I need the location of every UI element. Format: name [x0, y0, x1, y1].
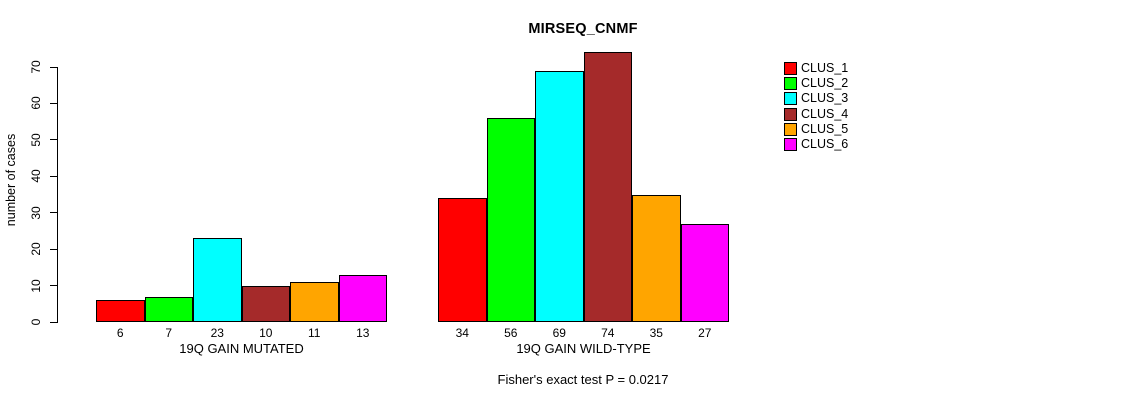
bar-value-label: 7 [165, 326, 173, 340]
legend-label: CLUS_1 [801, 61, 849, 76]
bar [438, 198, 487, 322]
bar [96, 300, 145, 322]
y-axis-tick-label: 60 [29, 96, 43, 111]
bar-value-label: 35 [649, 326, 663, 340]
bar [632, 194, 681, 322]
y-axis-line [57, 67, 58, 323]
legend-color-swatch [784, 62, 797, 76]
legend-item: CLUS_2 [784, 76, 848, 91]
bar [193, 238, 242, 322]
bar-value-label: 69 [552, 326, 566, 340]
legend-color-swatch [784, 92, 797, 106]
bar-value-label: 34 [455, 326, 469, 340]
y-axis-tick-label: 30 [29, 206, 43, 220]
y-axis-tick [50, 175, 57, 177]
legend-color-swatch [784, 138, 797, 152]
bar-value-label: 6 [116, 326, 124, 340]
bar [144, 296, 193, 322]
legend-label: CLUS_2 [801, 76, 849, 91]
bar-value-label: 56 [504, 326, 518, 340]
legend-color-swatch [784, 122, 797, 136]
bar [535, 70, 584, 322]
bar-value-label: 74 [601, 326, 615, 340]
bar [486, 118, 535, 322]
chart-title: MIRSEQ_CNMF [528, 21, 638, 37]
legend-label: CLUS_4 [801, 106, 849, 121]
legend-item: CLUS_1 [784, 61, 848, 76]
y-axis-label: number of cases [4, 133, 18, 227]
group-axis-label: 19Q GAIN WILD-TYPE [516, 341, 651, 356]
bar [241, 285, 290, 322]
y-axis-tick [50, 248, 57, 250]
bar [583, 52, 632, 322]
bar-value-label: 23 [210, 326, 224, 340]
legend: CLUS_1 CLUS_2 CLUS_3 CLUS_4 CLUS_5 CLUS_6 [784, 61, 848, 152]
y-axis-tick [50, 321, 57, 323]
y-axis-tick-label: 40 [29, 169, 43, 183]
y-axis-tick-label: 70 [29, 60, 43, 74]
y-axis-tick [50, 285, 57, 287]
bar-value-label: 10 [259, 326, 273, 340]
bar [680, 223, 729, 322]
y-axis-tick-label: 0 [29, 318, 43, 326]
legend-label: CLUS_5 [801, 121, 849, 136]
legend-color-swatch [784, 77, 797, 91]
legend-item: CLUS_3 [784, 91, 848, 106]
bar [290, 281, 339, 322]
bar [338, 274, 387, 322]
legend-item: CLUS_6 [784, 137, 848, 152]
y-axis-tick-label: 10 [29, 278, 43, 293]
y-axis-tick-label: 20 [29, 242, 43, 256]
legend-item: CLUS_5 [784, 122, 848, 137]
y-axis-tick [50, 139, 57, 141]
bar-value-label: 27 [698, 326, 712, 340]
y-axis-tick-label: 50 [29, 133, 43, 147]
legend-item: CLUS_4 [784, 107, 848, 122]
y-axis-tick [50, 102, 57, 104]
y-axis-tick [50, 212, 57, 214]
legend-label: CLUS_6 [801, 137, 849, 152]
bar-value-label: 13 [356, 326, 370, 340]
bar-value-label: 11 [308, 326, 321, 340]
legend-label: CLUS_3 [801, 91, 849, 106]
legend-color-swatch [784, 107, 797, 121]
group-axis-label: 19Q GAIN MUTATED [179, 341, 304, 356]
y-axis-tick [50, 66, 57, 68]
fisher-test-annotation: Fisher's exact test P = 0.0217 [497, 372, 669, 387]
